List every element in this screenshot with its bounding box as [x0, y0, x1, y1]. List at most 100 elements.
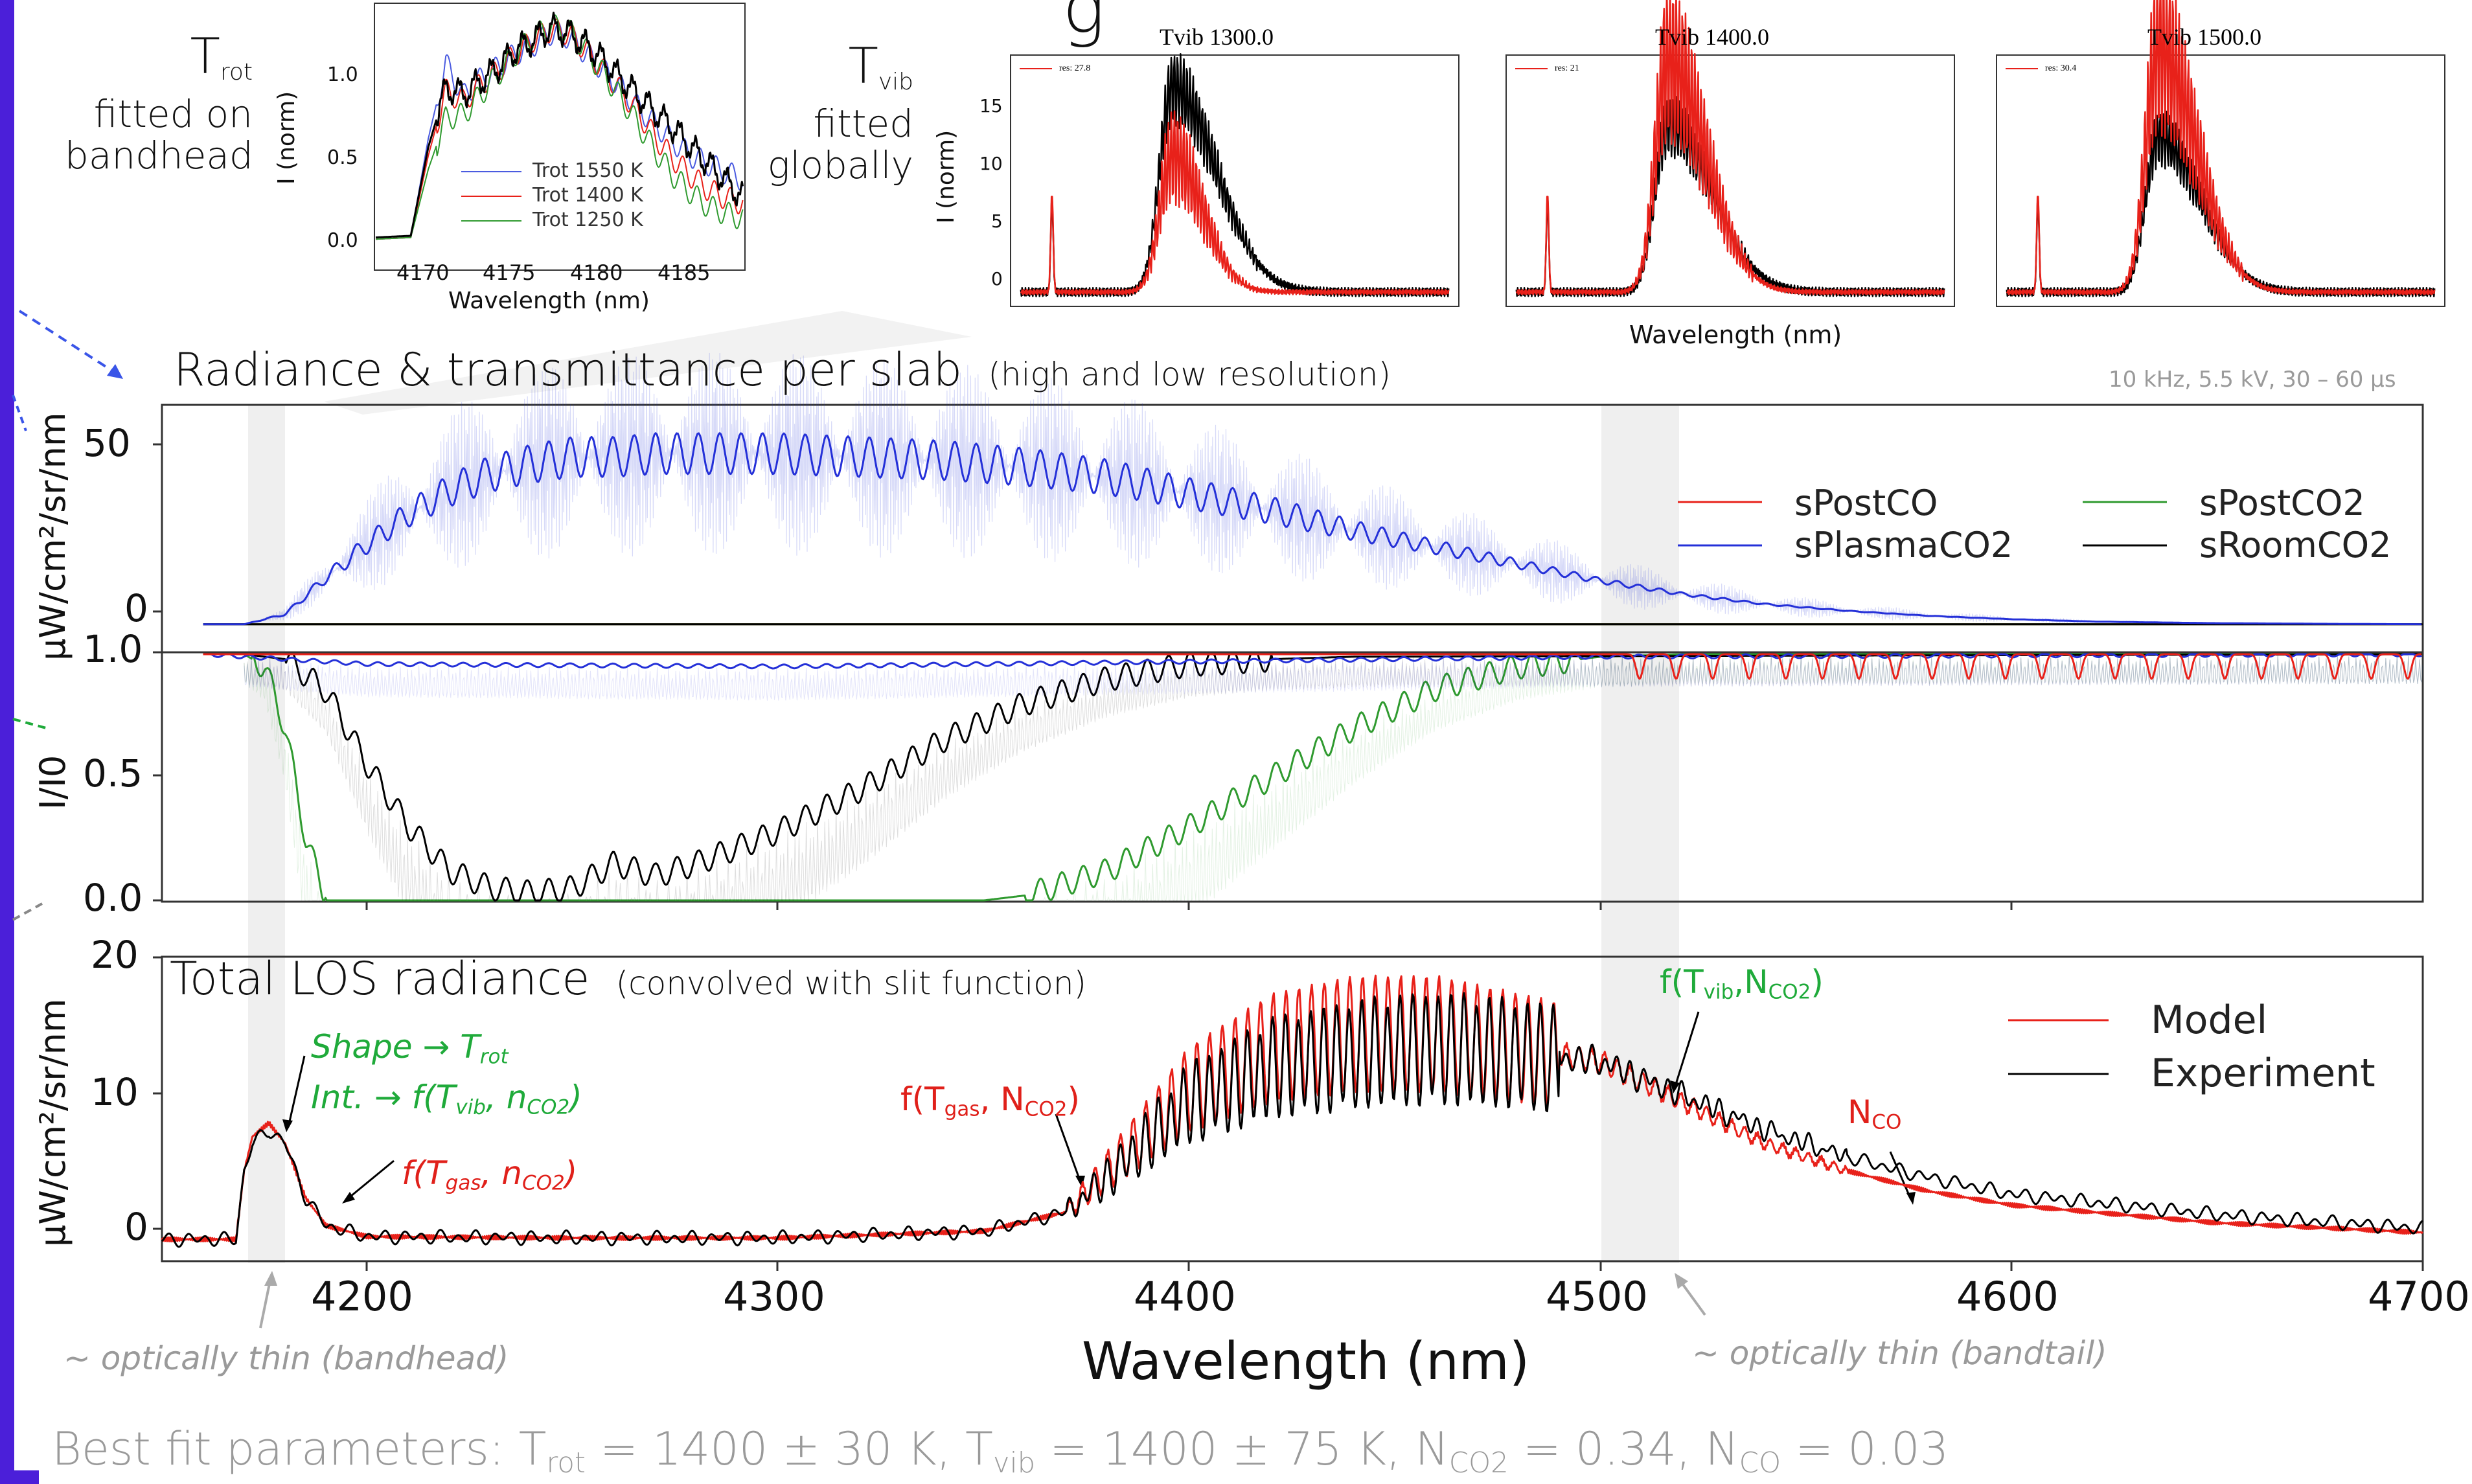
transmittance-series-splasmaco2-highres: [244, 655, 2423, 701]
arrowhead-fgas-small: [342, 1192, 355, 1204]
tvib-inset-1-frame: [1010, 54, 1459, 307]
tvib-panel-2-title: Tvib 1400.0: [1655, 24, 1769, 50]
legend-label-spostco: sPostCO: [1794, 483, 1938, 523]
arrowhead-bandhead: [264, 1271, 277, 1286]
trot-series-trot-1550-k: [376, 22, 744, 240]
y-axis-ticks: [153, 443, 162, 1230]
radiance-title: Radiance & transmittance per slab (high …: [174, 343, 1391, 396]
tvib-panel-2-series-res-21: [1515, 0, 1945, 295]
xtick-4200: 4200: [311, 1273, 413, 1320]
tvib-panel-1-series-experiment: [1020, 53, 1450, 297]
total-legend: [2008, 1019, 2109, 1075]
tvib-panel-1-series-res-27-8: [1020, 110, 1450, 295]
annotation-fgas-small: f(Tgas, nCO2): [402, 1154, 578, 1195]
tvib-ytick-10: 10: [979, 153, 1003, 174]
left-arrow-green: [12, 718, 49, 730]
slide-bottom-border: [0, 1470, 39, 1484]
bandhead-shade: [248, 405, 285, 1263]
annotation-fgas-big: f(Tgas, NCO2): [900, 1080, 1080, 1121]
trot-inset-xtick-3: 4180: [570, 260, 623, 285]
tvib-panel-2-legend: res: 21: [1555, 63, 1579, 73]
legend-label-spostco2: sPostCO2: [2199, 483, 2365, 523]
trot-legend: [461, 171, 521, 222]
radiance-ytick-50: 50: [83, 421, 131, 465]
trot-inset-xtick-1: 4170: [396, 260, 450, 285]
trot-inset-ytick-05: 0.5: [327, 146, 358, 169]
trot-legend-2: Trot 1400 K: [532, 184, 643, 207]
trot-inset-plot: [375, 12, 744, 240]
annotation-shape: Shape → Trot: [311, 1028, 509, 1069]
mid-axis-ticks: [365, 902, 2013, 910]
left-arrow-blue-1: [18, 310, 121, 377]
left-arrow-blue-2: [12, 394, 27, 431]
trot-inset-ytick-0: 0.0: [327, 229, 358, 252]
radiance-legend: [1678, 501, 2167, 547]
transmittance-panel-frame: [161, 651, 2424, 903]
xtick-4500: 4500: [1546, 1273, 1648, 1320]
tvib-panel-2-series-experiment: [1515, 96, 1945, 297]
total-panel-frame: [161, 955, 2424, 1262]
arrow-bandtail: [1678, 1278, 1706, 1316]
legend-label-model: Model: [2151, 998, 2268, 1043]
transmittance-series-spostco2: [244, 653, 2422, 902]
xtick-4300: 4300: [723, 1273, 825, 1320]
tvib-panel-3-series-experiment: [2006, 110, 2436, 297]
arrowhead-shape: [282, 1119, 293, 1132]
tvib-inset-2-frame: [1505, 54, 1955, 307]
condition-label: 10 kHz, 5.5 kV, 30 – 60 µs: [2109, 367, 2396, 393]
xtick-4700: 4700: [2368, 1273, 2470, 1320]
tvib-inset-plots: [1020, 0, 2436, 297]
trot-series-experiment: [375, 12, 744, 239]
left-arrowhead-blue-1: [107, 364, 123, 379]
radiance-series-splasmaco2: [203, 432, 2422, 626]
tvib-inset-ylabel: I (norm): [933, 130, 959, 223]
total-series-experiment: [161, 992, 2423, 1248]
transmittance-series-sroomco2: [244, 653, 2422, 902]
transmittance-series-spostco: [203, 653, 2422, 680]
trans-ytick-10: 1.0: [83, 627, 143, 671]
arrow-shape: [287, 1055, 306, 1128]
trans-ytick-05: 0.5: [83, 751, 143, 795]
tvib-panel-1-title: Tvib 1300.0: [1160, 24, 1274, 50]
tvib-ytick-15: 15: [979, 95, 1003, 117]
tvib-inset-xlabel: Wavelength (nm): [1629, 321, 1842, 349]
radiance-ytick-0: 0: [124, 586, 148, 630]
xtick-4400: 4400: [1134, 1273, 1236, 1320]
total-ytick-0: 0: [124, 1205, 148, 1249]
tvib-panel-3-title: Tvib 1500.0: [2147, 24, 2261, 50]
tvib-ytick-5: 5: [991, 211, 1003, 232]
tvib-panel-1-legend: res: 27.8: [1059, 63, 1091, 73]
arrowhead-fvib: [1670, 1080, 1680, 1093]
trot-series-trot-1250-k: [376, 14, 744, 240]
trot-inset-xtick-4: 4185: [658, 260, 711, 285]
trot-inset-xlabel: Wavelength (nm): [448, 288, 650, 314]
xtick-4600: 4600: [1956, 1273, 2059, 1320]
annotation-nco: NCO: [1848, 1093, 1902, 1134]
legend-label-splasmaco2: sPlasmaCO2: [1794, 525, 2013, 565]
best-fit-parameters: Best fit parameters: Trot = 1400 ± 30 K,…: [52, 1422, 1949, 1480]
note-bandtail: ~ optically thin (bandtail): [1692, 1334, 2107, 1372]
arrowhead-nco: [1906, 1192, 1916, 1205]
annotation-fvib: f(Tvib,NCO2): [1660, 963, 1824, 1004]
total-xlabel: Wavelength (nm): [1082, 1331, 1530, 1391]
slide-title-partial: g: [1062, 0, 1106, 49]
arrow-fvib: [1673, 1011, 1700, 1089]
legend-label-experiment: Experiment: [2151, 1051, 2375, 1096]
total-ytick-10: 10: [91, 1070, 139, 1114]
tvib-panel-3-legend: res: 30.4: [2045, 63, 2077, 73]
radiance-plot: [203, 352, 2423, 626]
arrow-nco: [1889, 1151, 1912, 1200]
slide-left-border: [0, 0, 14, 1484]
shading-funnel: [324, 311, 972, 415]
tvib-inset-3-frame: [1996, 54, 2445, 307]
annotation-intensity: Int. → f(Tvib, nCO2): [311, 1079, 582, 1119]
total-radiance-plot: [161, 974, 2424, 1248]
total-ylabel: µW/cm²/sr/nm: [32, 998, 73, 1247]
trot-legend-1: Trot 1550 K: [532, 159, 643, 182]
arrowhead-bandtail: [1675, 1273, 1688, 1289]
trot-legend-3: Trot 1250 K: [532, 209, 643, 231]
transmittance-series-splasmaco2: [203, 653, 2422, 670]
bottom-axis-ticks: [365, 1261, 2424, 1271]
trot-inset-ytick-1: 1.0: [327, 63, 358, 86]
